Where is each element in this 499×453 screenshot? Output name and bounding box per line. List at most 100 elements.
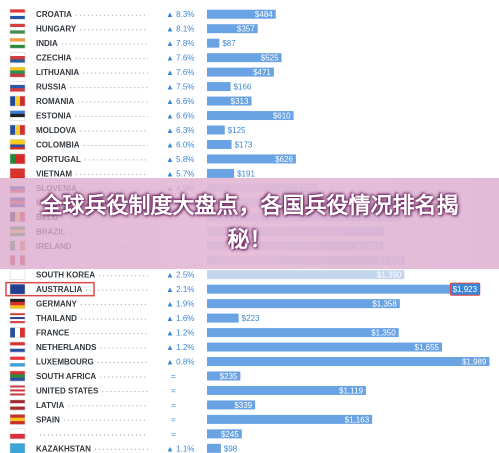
row-lithuania: LITHUANIA ▲ 7.6% $471 (9, 66, 274, 78)
value-highlight-box (449, 282, 481, 296)
flag-icon (9, 110, 26, 121)
flag-border (9, 327, 26, 338)
country-label: SOUTH AFRICA (36, 372, 96, 381)
bar (207, 313, 239, 323)
flag-border (9, 81, 26, 92)
flag-stripe (10, 321, 25, 324)
flag-icon (9, 428, 26, 440)
flag-icon (9, 443, 26, 453)
flag-stripe (10, 377, 25, 382)
flag-border (9, 283, 26, 295)
flag-stripe (10, 359, 25, 364)
flag-stripe (20, 153, 26, 164)
change-label: = (171, 430, 176, 439)
flag-stripe (10, 319, 25, 322)
flag-stripe (10, 393, 25, 396)
flag-border (9, 269, 26, 280)
value-label: $235 (220, 372, 238, 381)
flag-icon (9, 81, 26, 92)
flag-stripe (10, 450, 25, 453)
flag-stripe (10, 406, 25, 411)
country-label: CROATIA (36, 10, 72, 19)
country-label: NETHERLANDS (36, 343, 97, 352)
change-label: = (171, 415, 176, 424)
country-label: LUXEMBOURG (36, 358, 94, 367)
flag-stripe (10, 428, 25, 435)
flag-icon (9, 52, 26, 63)
country-highlight-box (5, 281, 95, 297)
flag-border (9, 95, 26, 107)
row-kazakhstan: KAZAKHSTAN ▲ 1.1% $98 (9, 443, 238, 453)
flag-border (9, 52, 26, 63)
flag-stripe (15, 153, 21, 164)
flag-stripe (10, 52, 25, 57)
change-label: ▲ 6.6% (166, 97, 194, 106)
flag-stripe (10, 55, 25, 60)
row-united-states: UNITED STATES = $1,119 (9, 385, 366, 396)
value-label: $339 (234, 401, 252, 410)
bar (207, 168, 235, 178)
row-estonia: ESTONIA ▲ 6.6% $610 (9, 110, 294, 121)
row-czechia: CZECHIA ▲ 7.6% $525 (9, 52, 282, 63)
country-label: ROMANIA (36, 97, 74, 106)
flag-stripe (10, 88, 25, 92)
row-netherlands: NETHERLANDS ▲ 1.2% $1,655 (9, 341, 443, 353)
change-label: ▲ 8.3% (166, 10, 194, 19)
row-latvia: LATVIA = $339 (9, 399, 256, 411)
bar (207, 38, 220, 48)
country-label: MOLDOVA (36, 126, 77, 135)
value-label: $173 (235, 140, 253, 149)
row-germany: GERMANY ▲ 1.9% $1,358 (9, 298, 400, 309)
bar (207, 96, 252, 106)
flag-stripe (10, 287, 25, 292)
country-label: ESTONIA (36, 112, 72, 121)
flag-border (9, 312, 26, 324)
flag-border (9, 139, 26, 150)
row-luxembourg: LUXEMBOURG ▲ 0.8% $1,989 (9, 356, 490, 367)
bar (207, 125, 225, 135)
flag-border (9, 8, 26, 20)
flag-stripe (10, 342, 25, 346)
change-label: ▲ 2.5% (166, 271, 194, 280)
flag-icon (9, 153, 26, 165)
flag-icon (9, 298, 26, 309)
country-label: SPAIN (36, 415, 60, 424)
bar (207, 299, 400, 309)
change-label: = (171, 401, 176, 410)
country-label: CZECHIA (36, 54, 72, 63)
change-label: = (171, 386, 176, 395)
flag-stripe (10, 391, 25, 394)
flag-icon (9, 385, 26, 396)
flag-stripe (10, 41, 25, 46)
value-label: $191 (237, 169, 255, 178)
country-label: UNITED STATES (36, 386, 99, 395)
flag-border (9, 370, 26, 382)
flag-stripe (10, 298, 25, 303)
flag-border (9, 356, 26, 367)
row-spain: SPAIN = $1,163 (9, 414, 373, 425)
flag-icon (9, 399, 26, 411)
flag-stripe (10, 414, 25, 418)
value-label: $166 (234, 83, 252, 92)
flag-border (9, 66, 26, 78)
bar (207, 111, 294, 121)
flag-icon (9, 414, 26, 425)
bar (207, 284, 481, 294)
flag-stripe (10, 433, 25, 440)
flag-stripe (10, 144, 25, 148)
flag-stripe (15, 327, 21, 338)
flag-stripe (10, 276, 25, 280)
flag-stripe (10, 153, 16, 164)
value-label: $610 (273, 112, 291, 121)
flag-stripe (10, 59, 25, 63)
change-label: ▲ 1.9% (166, 300, 194, 309)
flag-stripe (10, 81, 25, 86)
flag-stripe (10, 443, 25, 447)
flag-stripe (10, 348, 25, 353)
row-india: INDIA ▲ 7.8% $87 (9, 37, 236, 49)
change-label: = (171, 372, 176, 381)
value-label: $1,989 (462, 358, 487, 367)
value-label: $1,350 (371, 329, 396, 338)
bar (207, 400, 256, 410)
flag-stripe (10, 421, 25, 425)
